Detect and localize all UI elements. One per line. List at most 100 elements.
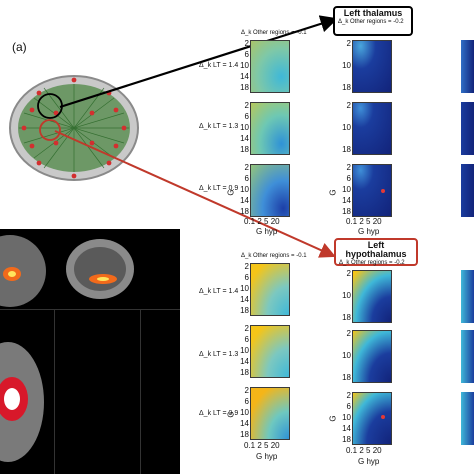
heatmap-top-c2-r2	[352, 102, 392, 155]
mri-axial-slice-2	[0, 327, 54, 474]
panel-a-label: (a)	[12, 40, 27, 54]
mri-axial-slice-1	[0, 229, 54, 309]
heatmap-top-c2-r3	[352, 164, 392, 217]
ytick: 2	[346, 101, 351, 110]
ytick: 2	[244, 163, 249, 172]
left-hypothalamus-callout: Left hypothalamus Δ_k Other regions = -0…	[334, 238, 418, 266]
top-row2-label: Δ_k LT = 1.3	[199, 123, 239, 130]
xticks: 0.1 2 5 20	[244, 217, 280, 226]
heatmap-bottom-c3-r2	[457, 330, 474, 383]
bottom-row3-label: Δ_k LT = 0.9	[199, 410, 239, 417]
xticks: 0.1 2 5 20	[346, 217, 382, 226]
hypothalamus-marker	[39, 119, 61, 141]
heatmap-bottom-c3-r3	[457, 392, 474, 445]
ytick: 18	[240, 306, 249, 315]
heatmap-top-c3-r2	[457, 102, 474, 155]
xticks: 0.1 2 5 20	[346, 446, 382, 455]
ytick: 14	[240, 295, 249, 304]
ytick: 2	[244, 39, 249, 48]
ytick: 2	[346, 163, 351, 172]
ytick: 18	[342, 83, 351, 92]
ytick: 10	[240, 123, 249, 132]
ytick: 14	[342, 424, 351, 433]
ytick: 18	[342, 207, 351, 216]
ytick: 2	[244, 101, 249, 110]
ytick: 18	[240, 207, 249, 216]
ytick: 10	[240, 185, 249, 194]
ytick: 18	[342, 313, 351, 322]
heatmap-top-c2-r1	[352, 40, 392, 93]
optimum-marker	[381, 415, 385, 419]
arrow-to-thalamus	[59, 15, 339, 109]
ytick: 6	[346, 402, 351, 411]
ytick: 14	[240, 419, 249, 428]
mri-sagittal-slice	[58, 229, 138, 309]
y-axis-label: G	[226, 189, 236, 196]
x-axis-label: G hyp	[358, 457, 380, 466]
ytick: 2	[346, 391, 351, 400]
top-col1-header: Δ_k Other regions = -0.1	[241, 30, 307, 36]
top-row3-label: Δ_k LT = 0.9	[199, 185, 239, 192]
ytick: 6	[346, 174, 351, 183]
ytick: 18	[240, 368, 249, 377]
ytick: 6	[244, 112, 249, 121]
left-thalamus-callout: Left thalamus Δ_k Other regions = -0.2	[333, 6, 413, 36]
xticks: 0.1 2 5 20	[244, 441, 280, 450]
ytick: 6	[244, 273, 249, 282]
ytick: 18	[342, 435, 351, 444]
ytick: 18	[342, 373, 351, 382]
ytick: 10	[342, 185, 351, 194]
ytick: 2	[346, 269, 351, 278]
heatmap-top-c1-r2	[250, 102, 290, 155]
mri-coronal-slice	[142, 229, 180, 309]
x-axis-label: G hyp	[256, 452, 278, 461]
ytick: 10	[342, 123, 351, 132]
y-axis-label: G	[226, 411, 236, 418]
heatmap-top-c1-r1	[250, 40, 290, 93]
callout-title: Left hypothalamus	[345, 240, 407, 259]
bottom-col1-header: Δ_k Other regions = -0.1	[241, 253, 307, 259]
ytick: 18	[240, 430, 249, 439]
bottom-row1-label: Δ_k LT = 1.4	[199, 288, 239, 295]
heatmap-bottom-c1-r3	[250, 387, 290, 440]
ytick: 14	[240, 357, 249, 366]
ytick: 10	[342, 413, 351, 422]
heatmap-bottom-c2-r1	[352, 270, 392, 323]
top-row1-label: Δ_k LT = 1.4	[199, 62, 239, 69]
ytick: 2	[244, 386, 249, 395]
ytick: 14	[240, 72, 249, 81]
ytick: 2	[346, 329, 351, 338]
y-axis-label: G	[328, 415, 338, 422]
heatmap-top-c3-r3	[457, 164, 474, 217]
ytick: 10	[240, 408, 249, 417]
heatmap-top-c1-r3	[250, 164, 290, 217]
mri-images	[0, 229, 180, 474]
heatmap-bottom-c3-r1	[457, 270, 474, 323]
x-axis-label: G hyp	[358, 227, 380, 236]
callout-title: Left thalamus	[343, 8, 403, 18]
heatmap-top-c3-r1	[457, 40, 474, 93]
heatmap-bottom-c2-r3	[352, 392, 392, 445]
optimum-marker	[381, 189, 385, 193]
ytick: 10	[342, 351, 351, 360]
ytick: 6	[244, 397, 249, 406]
callout-subtitle: Δ_k Other regions = -0.2	[338, 19, 404, 25]
x-axis-label: G hyp	[256, 227, 278, 236]
ytick: 2	[244, 324, 249, 333]
ytick: 10	[240, 346, 249, 355]
bottom-row2-label: Δ_k LT = 1.3	[199, 351, 239, 358]
ytick: 10	[240, 284, 249, 293]
ytick: 2	[346, 39, 351, 48]
ytick: 6	[244, 335, 249, 344]
ytick: 14	[240, 196, 249, 205]
ytick: 14	[240, 134, 249, 143]
ytick: 10	[342, 291, 351, 300]
ytick: 6	[244, 174, 249, 183]
ytick: 10	[342, 61, 351, 70]
heatmap-bottom-c1-r2	[250, 325, 290, 378]
ytick: 18	[240, 83, 249, 92]
ytick: 14	[342, 196, 351, 205]
y-axis-label: G	[328, 189, 338, 196]
ytick: 6	[244, 50, 249, 59]
